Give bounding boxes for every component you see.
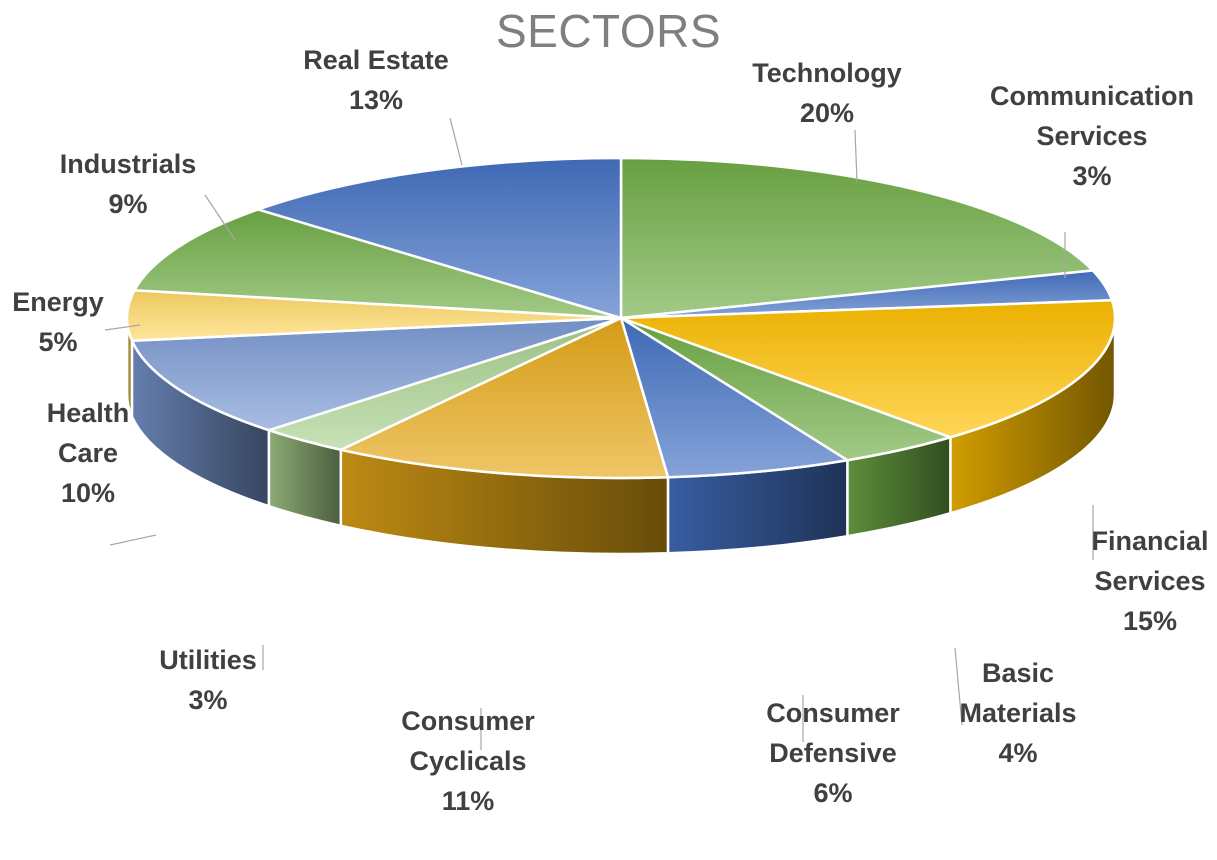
data-label: Technology 20% [752, 58, 902, 128]
data-label: Energy 5% [12, 287, 104, 357]
pie-top [125, 156, 1117, 480]
leader-line [954, 647, 963, 726]
pie-slice [130, 316, 623, 432]
data-label: Communication Services 3% [990, 81, 1194, 191]
pie-slice [619, 299, 1117, 439]
data-label: Consumer Defensive 6% [766, 698, 900, 808]
pie-slice [256, 156, 623, 320]
leader-line [854, 129, 858, 183]
data-label: Utilities 3% [159, 645, 257, 715]
data-labels: Technology 20% Communication Services 3% Fina… [12, 45, 1208, 816]
leader-line [449, 117, 463, 166]
data-label: Consumer Cyclicals 11% [401, 706, 535, 816]
data-label: Real Estate 13% [303, 45, 449, 115]
pie-slice [133, 208, 623, 320]
data-label: Basic Materials 4% [959, 658, 1076, 768]
data-label: Financial Services 15% [1091, 526, 1208, 636]
chart-title: SECTORS [495, 5, 722, 57]
pie-slice [339, 316, 670, 480]
pie-slice [619, 156, 1094, 320]
pie-slice [619, 316, 849, 479]
leader-line [109, 534, 157, 546]
leader-lines [104, 117, 1094, 750]
data-label: Industrials 9% [60, 149, 197, 219]
leader-line [204, 194, 236, 241]
leader-line [104, 324, 141, 331]
data-label: Health Care 10% [47, 398, 130, 508]
